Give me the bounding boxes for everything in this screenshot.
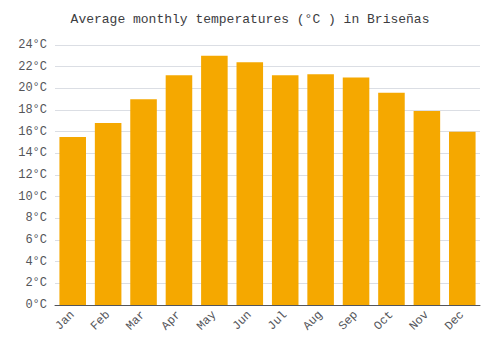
svg-text:10°C: 10°C [18, 190, 47, 204]
svg-text:May: May [194, 308, 219, 333]
svg-text:Sep: Sep [336, 308, 361, 333]
svg-text:18°C: 18°C [18, 103, 47, 117]
svg-text:Jun: Jun [230, 308, 255, 333]
svg-text:Oct: Oct [371, 308, 396, 333]
svg-text:8°C: 8°C [25, 211, 47, 225]
svg-text:24°C: 24°C [18, 38, 47, 52]
svg-text:Dec: Dec [442, 308, 467, 333]
svg-text:0°C: 0°C [25, 298, 47, 312]
svg-text:12°C: 12°C [18, 168, 47, 182]
svg-text:16°C: 16°C [18, 125, 47, 139]
svg-text:6°C: 6°C [25, 233, 47, 247]
svg-text:14°C: 14°C [18, 146, 47, 160]
svg-text:Nov: Nov [407, 308, 432, 333]
svg-text:Feb: Feb [88, 308, 113, 333]
svg-text:20°C: 20°C [18, 81, 47, 95]
svg-text:Jul: Jul [265, 308, 290, 333]
svg-text:2°C: 2°C [25, 276, 47, 290]
svg-text:Average monthly temperatures (: Average monthly temperatures (°C ) in Br… [71, 12, 430, 27]
svg-text:4°C: 4°C [25, 255, 47, 269]
svg-text:Jan: Jan [53, 308, 78, 333]
svg-text:22°C: 22°C [18, 60, 47, 74]
svg-text:Apr: Apr [159, 308, 184, 333]
svg-text:Aug: Aug [300, 308, 325, 333]
svg-text:Mar: Mar [123, 308, 148, 333]
